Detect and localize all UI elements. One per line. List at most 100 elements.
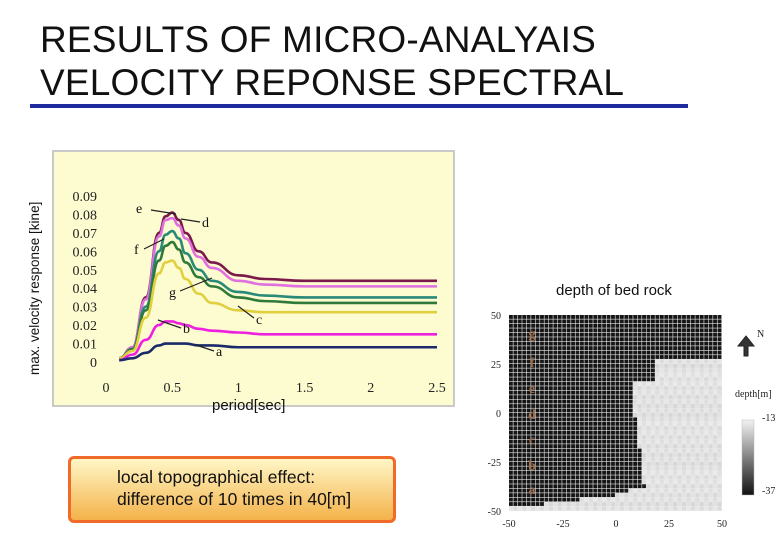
map-cell — [571, 497, 575, 502]
map-cell — [704, 341, 709, 346]
map-cell — [659, 484, 664, 489]
map-cell — [509, 462, 513, 466]
map-cell — [588, 404, 593, 408]
map-cell — [557, 323, 562, 328]
map-cell — [637, 488, 642, 493]
map-cell — [544, 399, 549, 404]
x-axis-label: period[sec] — [212, 397, 286, 414]
map-cell — [690, 399, 695, 404]
map-cell — [566, 462, 571, 466]
map-cell — [580, 350, 584, 355]
map-cell — [659, 364, 664, 368]
map-cell — [686, 359, 691, 364]
map-cell — [624, 381, 629, 386]
map-cell — [677, 413, 682, 417]
map-cell — [655, 381, 660, 386]
map-cell — [695, 484, 700, 489]
map-cell — [682, 462, 686, 466]
map-cell — [686, 323, 691, 328]
map-cell — [708, 444, 713, 449]
map-cell — [611, 399, 615, 404]
map-cell — [522, 506, 527, 511]
map-cell — [704, 457, 709, 462]
map-cell — [606, 404, 611, 408]
map-cell — [562, 323, 567, 328]
map-cell — [606, 502, 611, 506]
map-cell — [699, 355, 704, 359]
map-cell — [659, 377, 664, 382]
map-cell — [704, 323, 709, 328]
map-cell — [535, 328, 540, 333]
map-cell — [633, 323, 638, 328]
annotation-label-a: a — [216, 345, 223, 360]
map-cell — [535, 364, 540, 368]
map-cell — [651, 386, 655, 391]
map-cell — [642, 404, 646, 408]
map-cell — [708, 372, 713, 377]
map-cell — [628, 368, 633, 373]
map-cell — [606, 408, 611, 413]
map-cell — [588, 323, 593, 328]
map-cell — [571, 444, 575, 449]
map-cell — [548, 439, 553, 444]
map-cell — [699, 408, 704, 413]
map-cell — [708, 466, 713, 471]
map-cell — [646, 390, 651, 395]
map-cell — [682, 470, 686, 475]
map-cell — [642, 484, 646, 489]
map-cell — [642, 346, 646, 351]
map-cell — [517, 319, 522, 324]
map-cell — [664, 377, 669, 382]
map-cell — [695, 493, 700, 498]
map-cell — [690, 381, 695, 386]
map-cell — [513, 404, 518, 408]
map-cell — [540, 381, 544, 386]
map-cell — [540, 399, 544, 404]
map-cell — [673, 364, 678, 368]
topographic-effect-note: local topographical effect: difference o… — [68, 456, 396, 523]
map-cell — [655, 430, 660, 435]
map-cell — [633, 426, 638, 431]
map-cell — [571, 502, 575, 506]
map-cell — [562, 364, 567, 368]
map-cell — [548, 408, 553, 413]
map-cell — [611, 417, 615, 422]
map-cell — [602, 497, 607, 502]
map-cell — [708, 421, 713, 426]
map-cell — [699, 457, 704, 462]
map-cell — [686, 364, 691, 368]
map-cell — [513, 328, 518, 333]
map-cell — [682, 488, 686, 493]
map-cell — [708, 453, 713, 457]
map-cell — [633, 448, 638, 453]
map-cell — [522, 470, 527, 475]
map-cell — [584, 323, 589, 328]
map-cell — [619, 453, 624, 457]
map-cell — [531, 462, 536, 466]
map-cell — [646, 457, 651, 462]
map-cell — [690, 488, 695, 493]
map-cell — [673, 502, 678, 506]
map-cell — [540, 390, 544, 395]
map-cell — [651, 323, 655, 328]
map-cell — [562, 479, 567, 484]
map-cell — [673, 328, 678, 333]
map-cell — [517, 502, 522, 506]
map-cell — [664, 346, 669, 351]
map-cell — [651, 315, 655, 319]
map-cell — [677, 493, 682, 498]
map-cell — [575, 328, 580, 333]
map-cell — [509, 475, 513, 480]
map-cell — [633, 475, 638, 480]
map-cell — [699, 337, 704, 342]
map-cell — [611, 323, 615, 328]
map-cell — [651, 488, 655, 493]
map-cell — [619, 315, 624, 319]
map-cell — [624, 466, 629, 471]
map-cell — [655, 319, 660, 324]
map-cell — [686, 395, 691, 400]
map-cell — [682, 364, 686, 368]
map-cell — [651, 475, 655, 480]
map-cell — [602, 502, 607, 506]
